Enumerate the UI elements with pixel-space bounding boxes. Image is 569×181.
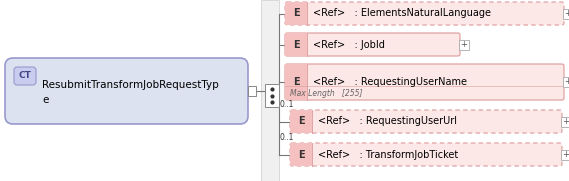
Text: <Ref>   : RequestingUserName: <Ref> : RequestingUserName <box>313 77 467 87</box>
Text: E: E <box>292 77 299 87</box>
Text: 0..1: 0..1 <box>280 133 294 142</box>
Text: E: E <box>292 9 299 18</box>
Bar <box>285 2 307 25</box>
Bar <box>290 143 312 166</box>
Text: CT: CT <box>19 71 31 81</box>
Text: +: + <box>564 9 569 18</box>
FancyBboxPatch shape <box>290 110 562 133</box>
Text: <Ref>   : JobId: <Ref> : JobId <box>313 39 385 49</box>
Text: Max Length   [255]: Max Length [255] <box>290 89 362 98</box>
Text: +: + <box>564 77 569 87</box>
Bar <box>265 84 279 107</box>
Text: +: + <box>460 40 468 49</box>
Bar <box>459 39 469 49</box>
Text: E: E <box>298 150 304 159</box>
Bar <box>563 9 569 18</box>
FancyBboxPatch shape <box>285 33 460 56</box>
Text: E: E <box>292 39 299 49</box>
FancyBboxPatch shape <box>285 2 564 25</box>
FancyBboxPatch shape <box>5 58 248 124</box>
Text: 0..1: 0..1 <box>280 100 294 109</box>
Bar <box>561 150 569 159</box>
FancyBboxPatch shape <box>290 143 562 166</box>
Bar <box>285 64 307 100</box>
Text: +: + <box>563 150 569 159</box>
Text: <Ref>   : ElementsNaturalLanguage: <Ref> : ElementsNaturalLanguage <box>313 9 491 18</box>
Text: e: e <box>42 95 48 105</box>
Text: 0..1: 0..1 <box>280 0 294 1</box>
Bar <box>561 117 569 127</box>
FancyBboxPatch shape <box>285 64 564 100</box>
Text: <Ref>   : RequestingUserUrl: <Ref> : RequestingUserUrl <box>318 117 457 127</box>
FancyBboxPatch shape <box>14 67 36 85</box>
Text: ResubmitTransformJobRequestTyp: ResubmitTransformJobRequestTyp <box>42 80 218 90</box>
Bar <box>261 0 279 181</box>
Text: E: E <box>298 117 304 127</box>
Text: <Ref>   : TransformJobTicket: <Ref> : TransformJobTicket <box>318 150 458 159</box>
Text: +: + <box>563 117 569 126</box>
Bar <box>290 110 312 133</box>
Bar <box>248 86 256 96</box>
Bar <box>285 33 307 56</box>
Bar <box>563 77 569 87</box>
